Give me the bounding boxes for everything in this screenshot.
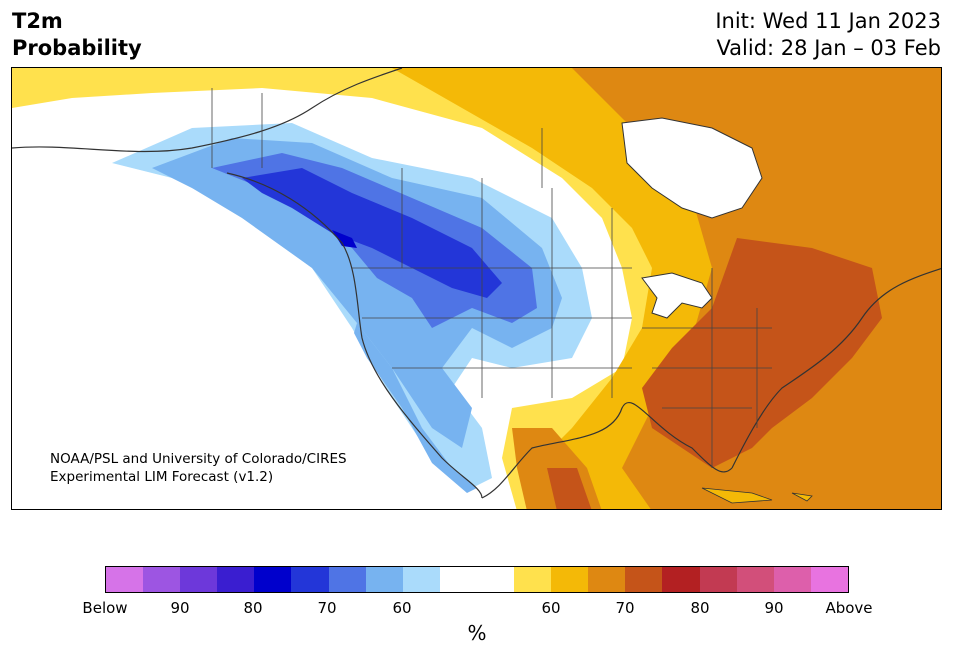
state-borders [211,88,772,468]
colorbar-swatch [810,567,848,592]
map-svg: NOAA/PSL and University of Colorado/CIRE… [12,68,941,509]
credit-text: NOAA/PSL and University of Colorado/CIRE… [50,450,347,486]
cold-zone-west-coast [354,323,477,493]
credit-line-1: NOAA/PSL and University of Colorado/CIRE… [50,451,347,467]
colorbar-swatch [736,567,774,592]
forecast-map: NOAA/PSL and University of Colorado/CIRE… [11,67,942,510]
colorbar-tick-label: 80 [690,599,710,617]
great-lakes [641,272,713,319]
colorbar-tick-label: 70 [317,599,337,617]
hudson-bay [621,117,763,219]
cold-zone-75 [242,168,502,298]
colorbar-swatch [254,567,292,592]
colorbar-swatch [365,567,403,592]
warm-zone-texas-core [547,468,592,509]
cold-zone-80 [332,230,357,248]
colorbar-tick-label: 70 [615,599,635,617]
colorbar-swatch [328,567,366,592]
colorbar-swatch [439,567,477,592]
colorbar-tick-label: Below [82,599,128,617]
credit-line-2: Experimental LIM Forecast (v1.2) [50,469,274,485]
colorbar-swatch [699,567,737,592]
colorbar-swatch [625,567,663,592]
title-block: T2m Probability [12,8,142,62]
variable-title: T2m [12,9,63,33]
colorbar-tick-label: 90 [764,599,784,617]
colorbar-swatch [106,567,144,592]
colorbar-swatch [662,567,700,592]
date-block: Init: Wed 11 Jan 2023 Valid: 28 Jan – 03… [715,8,941,62]
colorbar-swatch [180,567,218,592]
colorbar-tick-label: 90 [170,599,190,617]
init-date: Init: Wed 11 Jan 2023 [715,9,941,33]
colorbar [105,566,849,593]
colorbar-swatch [217,567,255,592]
colorbar-swatch [514,567,552,592]
colorbar-tick-label: 60 [541,599,561,617]
coastline [12,68,941,499]
colorbar-swatch [773,567,811,592]
valid-range: Valid: 28 Jan – 03 Feb [716,36,941,60]
colorbar-swatch [476,567,515,592]
colorbar-tick-label: 80 [243,599,263,617]
colorbar-swatch [551,567,589,592]
probability-title: Probability [12,36,142,60]
colorbar-swatch [143,567,181,592]
caribbean-islands [701,487,813,504]
warm-zone-75 [642,238,882,468]
colorbar-unit: % [467,621,487,645]
colorbar-swatch [588,567,626,592]
colorbar-tick-label: 60 [392,599,412,617]
colorbar-tick-label: Above [825,599,873,617]
colorbar-swatch [291,567,329,592]
colorbar-swatch [402,567,440,592]
cold-zone-65 [152,138,562,448]
